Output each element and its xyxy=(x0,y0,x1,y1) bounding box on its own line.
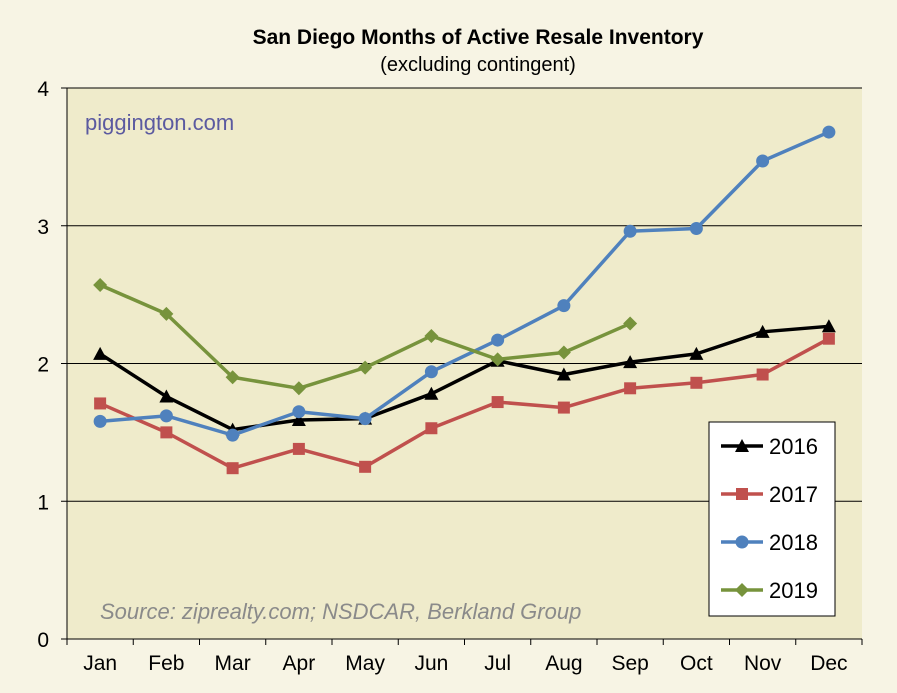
legend-label-2019: 2019 xyxy=(769,578,818,603)
data-point-2017-aug xyxy=(557,401,570,414)
data-point-2018-apr xyxy=(292,405,306,419)
data-point-2018-nov xyxy=(756,154,770,168)
data-point-2018-sep xyxy=(623,224,637,238)
data-point-2016-jun xyxy=(424,386,439,400)
x-tick-label-mar: Mar xyxy=(215,652,251,675)
data-point-2019-jul xyxy=(490,352,505,367)
data-point-2017-jun xyxy=(425,422,438,435)
series-line-2018 xyxy=(99,130,830,437)
data-point-2018-may xyxy=(358,412,372,426)
x-tick-label-may: May xyxy=(345,652,385,675)
data-point-2016-aug xyxy=(556,367,571,381)
y-tick-label: 1 xyxy=(37,491,49,514)
series-2017 xyxy=(94,332,835,475)
data-point-2017-mar xyxy=(226,462,239,475)
data-point-2018-aug xyxy=(557,299,571,313)
y-tick-label: 0 xyxy=(37,629,49,652)
x-tick-label-nov: Nov xyxy=(744,652,782,675)
x-tick-label-dec: Dec xyxy=(810,652,847,675)
x-tick-label-jul: Jul xyxy=(484,652,511,675)
data-point-2016-nov xyxy=(755,324,770,338)
data-point-2016-jan xyxy=(93,346,108,360)
series-group xyxy=(93,125,836,475)
legend-box xyxy=(708,421,836,617)
chart-title: San Diego Months of Active Resale Invent… xyxy=(253,26,704,49)
data-point-2016-oct xyxy=(689,346,704,360)
data-point-2016-dec xyxy=(821,319,836,333)
legend: 2016 2017 2018 2019 xyxy=(708,421,836,617)
data-point-2018-dec xyxy=(822,125,836,139)
data-point-2017-dec xyxy=(822,332,835,345)
data-point-2018-jan xyxy=(93,414,107,428)
data-point-2019-jan xyxy=(93,277,108,292)
data-point-2019-apr xyxy=(291,381,306,396)
legend-label-2018: 2018 xyxy=(769,530,818,555)
data-point-2018-feb xyxy=(159,409,173,423)
legend-marker-2017 xyxy=(736,488,748,500)
series-line-2016 xyxy=(99,324,830,432)
data-point-2019-may xyxy=(358,360,373,375)
data-point-2018-mar xyxy=(226,428,240,442)
data-point-2019-feb xyxy=(159,306,174,321)
y-tick-label: 3 xyxy=(37,216,49,239)
data-point-2017-jan xyxy=(94,397,107,410)
data-point-2017-apr xyxy=(292,442,305,455)
chart-subtitle: (excluding contingent) xyxy=(380,54,576,76)
y-tick-label: 2 xyxy=(37,354,49,377)
data-point-2019-aug xyxy=(556,345,571,360)
legend-marker-2016 xyxy=(735,439,749,452)
data-point-2017-oct xyxy=(690,376,703,389)
x-tick-label-oct: Oct xyxy=(680,652,713,675)
data-point-2019-mar xyxy=(225,370,240,385)
data-point-2016-apr xyxy=(291,412,306,426)
legend-marker-2019 xyxy=(735,583,749,597)
data-point-2018-oct xyxy=(689,222,703,236)
x-tick-label-apr: Apr xyxy=(283,652,316,675)
legend-marker-2018 xyxy=(735,535,749,549)
data-point-2018-jun xyxy=(424,365,438,379)
x-tick-label-feb: Feb xyxy=(148,652,184,675)
legend-label-2016: 2016 xyxy=(769,434,818,459)
watermark: piggington.com xyxy=(85,110,234,135)
x-tick-label-sep: Sep xyxy=(611,652,648,675)
data-point-2016-feb xyxy=(159,389,174,403)
series-2019 xyxy=(93,277,638,396)
data-point-2017-feb xyxy=(160,426,173,439)
data-point-2017-jul xyxy=(491,396,504,409)
legend-label-2017: 2017 xyxy=(769,482,818,507)
y-tick-label: 4 xyxy=(37,78,49,101)
data-point-2019-jun xyxy=(424,328,439,343)
axes: 0 1 2 3 4 Jan Feb Mar Apr May Jun Jul Aug Sep Oct Nov De… xyxy=(37,78,863,675)
x-tick-label-aug: Aug xyxy=(545,652,582,675)
source-note: Source: ziprealty.com; NSDCAR, Berkland … xyxy=(100,599,581,624)
x-tick-label-jun: Jun xyxy=(414,652,448,675)
data-point-2017-may xyxy=(359,460,372,473)
data-point-2018-jul xyxy=(491,333,505,347)
series-2018 xyxy=(93,125,836,442)
x-tick-label-jan: Jan xyxy=(83,652,117,675)
data-point-2019-sep xyxy=(623,316,638,331)
data-point-2017-nov xyxy=(756,368,769,381)
series-line-2017 xyxy=(99,337,830,470)
data-point-2016-sep xyxy=(623,355,638,369)
data-point-2017-sep xyxy=(624,382,637,395)
